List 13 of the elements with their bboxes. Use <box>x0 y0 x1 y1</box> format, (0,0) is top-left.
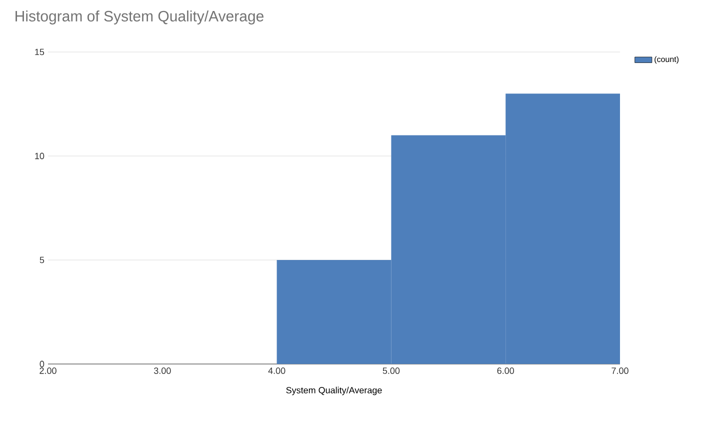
y-tick-label: 0 <box>40 360 44 368</box>
x-tick-label: 3.00 <box>154 368 171 374</box>
x-tick-label: 5.00 <box>382 368 400 374</box>
y-tick-label: 15 <box>35 48 44 56</box>
y-tick-label: 10 <box>35 152 44 160</box>
chart-title: Histogram of System Quality/Average <box>16 10 264 24</box>
legend-label: (count) <box>654 56 679 64</box>
x-tick-label: 2.00 <box>40 368 56 374</box>
x-tick-label: 7.00 <box>612 368 628 374</box>
y-tick-label: 5 <box>40 256 44 264</box>
x-tick-label: 4.00 <box>268 368 286 374</box>
x-tick-label: 6.00 <box>497 368 514 374</box>
x-axis-title: System Quality/Average <box>286 386 382 396</box>
